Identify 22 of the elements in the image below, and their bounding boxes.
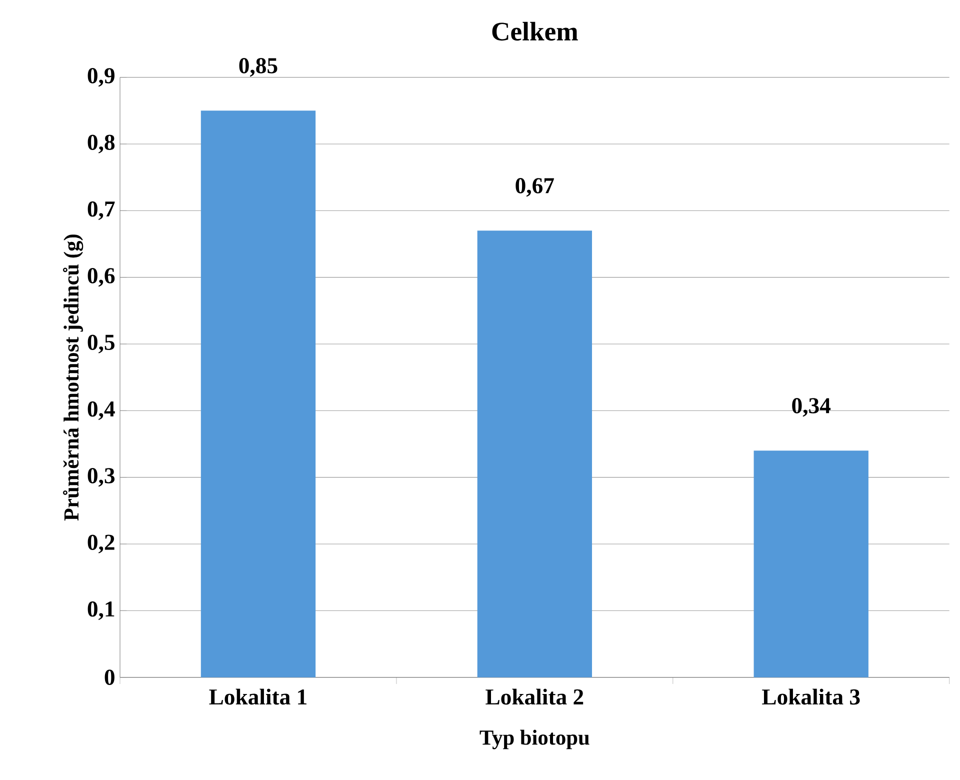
x-axis-title: Typ biotopu [480,730,590,750]
y-tick-label: 0,9 [88,68,114,87]
y-tick-label: 0,1 [88,601,114,620]
y-axis-title: Průměrná hmotnost jedinců (g) [62,234,84,521]
data-label: 0,34 [792,398,831,417]
y-tick-label: 0,2 [88,534,114,554]
x-tick-label: Lokalita 3 [762,688,860,705]
x-tick-label: Lokalita 1 [209,688,306,705]
bar [754,450,868,678]
bar [200,110,316,678]
y-tick-label: 0 [104,670,114,685]
y-tick-label: 0,6 [88,268,115,287]
y-tick-label: 0,4 [88,401,115,420]
data-label: 0,67 [516,178,554,197]
y-tick-label: 0,3 [88,468,115,487]
y-tick-label: 0,8 [88,134,115,154]
y-tick-label: 0,7 [88,201,115,220]
y-tick-label: 0,5 [88,334,114,354]
data-label: 0,85 [239,58,278,77]
x-tick-label: Lokalita 2 [486,688,584,705]
bar [477,230,592,678]
chart-title: Celkem [492,22,578,41]
